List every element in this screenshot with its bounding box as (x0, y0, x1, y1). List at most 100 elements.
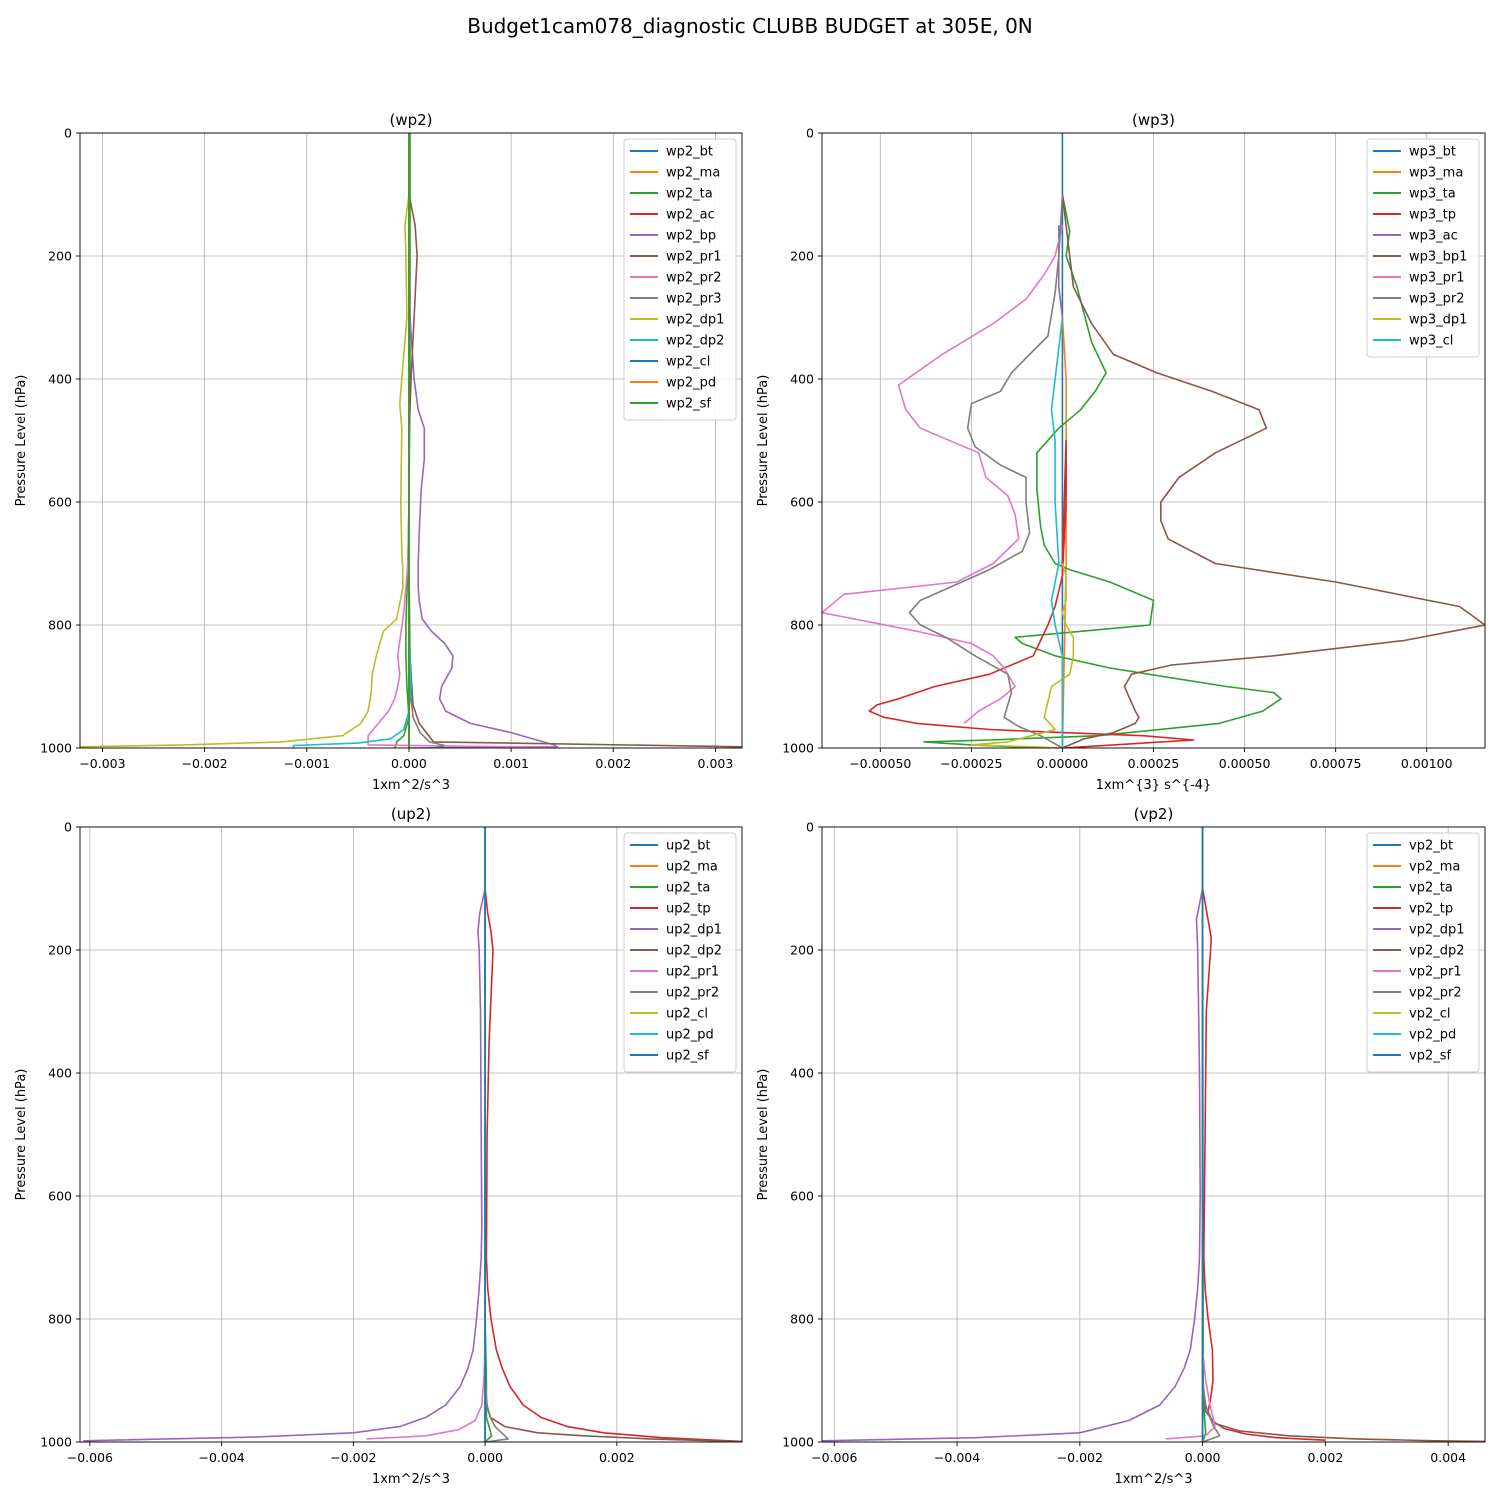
y-tick-label: 600 (48, 495, 72, 510)
x-tick-label: −0.004 (198, 1450, 244, 1465)
series-line-wp3_ta (923, 194, 1282, 748)
series-line-wp3_dp1 (970, 563, 1075, 748)
legend: wp2_bt wp2_ma wp2_ta wp2_ac wp2_bp wp2_pr1 wp2… (623, 138, 737, 421)
x-tick-label: −0.002 (1057, 1450, 1103, 1465)
panel-wp2: −0.003 −0.002 −0.001 0.000 0.001 0.002 0.003 0 2… (14, 111, 743, 793)
series-line-wp2_bp (408, 194, 558, 748)
x-tick-label: 0.004 (1430, 1450, 1466, 1465)
y-tick-label: 800 (790, 618, 814, 633)
legend-label: wp2_ta (666, 187, 713, 202)
y-tick-label: 200 (790, 943, 814, 958)
panel-title: (wp3) (1132, 111, 1175, 129)
x-tick-label: 0.00100 (1401, 756, 1453, 771)
series-group (822, 827, 1485, 1442)
legend-label: wp3_bp1 (1409, 250, 1467, 265)
legend-label: up2_pd (666, 1028, 714, 1043)
y-axis-label: Pressure Level (hPa) (756, 1069, 771, 1201)
y-tick-label: 400 (48, 372, 72, 387)
x-axis-label: 1xm^2/s^3 (1114, 1472, 1192, 1487)
x-tick-label: 0.002 (599, 1450, 635, 1465)
x-axis-label: 1xm^{3} s^{-4} (1096, 778, 1212, 793)
x-tick-label: 0.001 (493, 756, 529, 771)
y-tick-label: 800 (790, 1312, 814, 1327)
x-tick-label: 0.003 (698, 756, 734, 771)
x-tick-label: −0.00050 (849, 756, 911, 771)
legend-label: vp2_tp (1409, 902, 1453, 917)
x-tick-label: −0.002 (330, 1450, 376, 1465)
legend-label: wp3_dp1 (1409, 313, 1467, 328)
x-tick-label: 0.002 (1307, 1450, 1343, 1465)
legend-label: vp2_dp1 (1409, 923, 1465, 938)
legend-label: wp2_pr3 (666, 292, 722, 307)
legend-box (623, 138, 737, 421)
legend-label: vp2_dp2 (1409, 944, 1465, 959)
y-axis-label: Pressure Level (hPa) (14, 375, 29, 507)
series-line-vp2_tp (1201, 888, 1326, 1441)
x-tick-label: −0.002 (182, 756, 228, 771)
y-tick-label: 600 (790, 1189, 814, 1204)
series-group (822, 133, 1485, 748)
series-line-wp3_bp1 (1061, 194, 1485, 748)
legend: up2_bt up2_ma up2_ta up2_tp up2_dp1 up2_dp2up… (623, 832, 737, 1073)
legend-label: wp2_sf (666, 397, 711, 412)
y-tick-label: 1000 (782, 741, 814, 756)
figure-title: Budget1cam078_diagnostic CLUBB BUDGET at… (467, 14, 1033, 38)
series-line-wp2_pr2 (367, 501, 557, 748)
x-tick-label: 0.00000 (1037, 756, 1089, 771)
y-tick-label: 200 (48, 943, 72, 958)
x-tick-label: 0.00025 (1128, 756, 1180, 771)
x-tick-label: 0.000 (1185, 1450, 1221, 1465)
x-tick-label: 0.000 (391, 756, 427, 771)
legend-label: up2_tp (666, 902, 711, 917)
axes-frame (79, 826, 743, 1443)
panel-wp3: −0.00050 −0.00025 0.00000 0.00025 0.00050 0.0… (756, 111, 1486, 793)
y-tick-label: 1000 (40, 1435, 72, 1450)
legend: wp3_bt wp3_ma wp3_ta wp3_tp wp3_ac wp3_bp1 wp3… (1366, 138, 1480, 358)
legend-label: vp2_sf (1409, 1049, 1451, 1064)
legend-label: wp2_pr2 (666, 271, 722, 286)
legend-label: wp3_pr1 (1409, 271, 1465, 286)
legend-label: wp2_cl (666, 355, 710, 370)
x-axis-label: 1xm^2/s^3 (372, 778, 450, 793)
y-tick-label: 0 (64, 820, 72, 835)
x-tick-label: −0.004 (934, 1450, 980, 1465)
x-tick-label: −0.003 (79, 756, 125, 771)
y-tick-label: 200 (48, 249, 72, 264)
series-line-wp2_ta (393, 133, 411, 748)
legend-label: up2_pr2 (666, 986, 719, 1001)
series-line-up2_pr2 (484, 1380, 510, 1442)
legend-label: vp2_ma (1409, 860, 1460, 875)
x-tick-label: −0.00025 (940, 756, 1002, 771)
x-tick-label: 0.00050 (1219, 756, 1271, 771)
legend-label: up2_pr1 (666, 965, 719, 980)
legend-label: vp2_ta (1409, 881, 1453, 896)
legend-label: wp3_pr2 (1409, 292, 1465, 307)
x-tick-label: −0.001 (284, 756, 330, 771)
panel-title: (vp2) (1134, 805, 1174, 823)
x-tick-label: −0.006 (67, 1450, 113, 1465)
y-tick-label: 400 (790, 372, 814, 387)
panel-vp2: −0.006 −0.004 −0.002 0.000 0.002 0.004 0 200 400… (756, 805, 1486, 1487)
y-tick-label: 800 (48, 618, 72, 633)
legend-label: up2_dp1 (666, 923, 722, 938)
y-tick-label: 1000 (782, 1435, 814, 1450)
series-line-up2_pr1 (366, 1349, 486, 1440)
legend-label: vp2_bt (1409, 839, 1453, 854)
legend-label: wp3_ta (1409, 187, 1456, 202)
legend-label: vp2_pr1 (1409, 965, 1462, 980)
y-tick-label: 0 (806, 820, 814, 835)
series-line-vp2_pr1 (1165, 1349, 1216, 1440)
y-tick-label: 400 (790, 1066, 814, 1081)
legend-label: up2_ta (666, 881, 710, 896)
legend-label: vp2_cl (1409, 1007, 1450, 1022)
series-line-up2_tp (484, 888, 742, 1442)
y-tick-label: 0 (64, 126, 72, 141)
legend-label: wp2_pr1 (666, 250, 722, 265)
x-tick-label: 0.002 (595, 756, 631, 771)
y-tick-label: 1000 (40, 741, 72, 756)
legend-label: up2_cl (666, 1007, 708, 1022)
series-line-wp3_cl (1050, 317, 1064, 748)
legend-label: wp3_bt (1409, 145, 1456, 160)
series-line-wp2_dp1 (80, 194, 410, 748)
series-group (83, 827, 742, 1442)
